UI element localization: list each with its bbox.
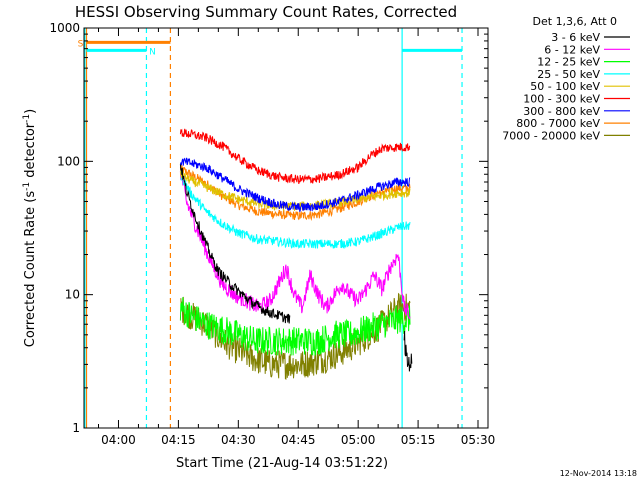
x-tick-label-04-15: 04:15 bbox=[161, 433, 196, 447]
series-line-300-800-kev bbox=[179, 157, 411, 212]
legend-label-800-7000-kev: 800 - 7000 keV bbox=[516, 117, 600, 130]
chart-title: HESSI Observing Summary Count Rates, Cor… bbox=[75, 3, 457, 21]
x-tick-label-05-30: 05:30 bbox=[461, 433, 496, 447]
y-axis-label-part2: detector bbox=[23, 122, 38, 182]
legend-label-7000-20000-kev: 7000 - 20000 keV bbox=[502, 129, 600, 142]
x-tick-label-04-00: 04:00 bbox=[101, 433, 136, 447]
y-axis-label: Corrected Count Rate (s-1 detector-1) bbox=[22, 109, 38, 347]
series-line-3-6-kev-decay bbox=[179, 164, 291, 324]
legend-label-50-100-kev: 50 - 100 keV bbox=[530, 80, 600, 93]
plot-area: SN bbox=[78, 28, 463, 428]
x-tick-label-05-00: 05:00 bbox=[341, 433, 376, 447]
footer-timestamp: 12-Nov-2014 13:18 bbox=[560, 469, 637, 478]
y-tick-label-10: 10 bbox=[65, 288, 80, 302]
series-line-25-50-kev bbox=[179, 170, 411, 250]
legend-label-3-6-kev: 3 - 6 keV bbox=[551, 31, 600, 44]
series-line-7000-20000-kev bbox=[180, 292, 411, 380]
y-axis-label-sup2: -1 bbox=[22, 114, 32, 123]
legend-title: Det 1,3,6, Att 0 bbox=[533, 15, 617, 28]
series-line-3-6-kev-tail bbox=[403, 330, 413, 372]
y-axis-label-part3: ) bbox=[23, 109, 38, 114]
x-tick-label-04-45: 04:45 bbox=[281, 433, 316, 447]
y-axis-label-sup1: -1 bbox=[22, 182, 32, 191]
y-tick-label-1: 1 bbox=[72, 421, 80, 435]
legend-label-25-50-kev: 25 - 50 keV bbox=[537, 68, 600, 81]
series-line-100-300-kev bbox=[179, 128, 411, 184]
legend-label-12-25-kev: 12 - 25 keV bbox=[537, 56, 600, 69]
x-axis-label: Start Time (21-Aug-14 03:51:22) bbox=[176, 456, 388, 471]
legend-label-300-800-kev: 300 - 800 keV bbox=[523, 105, 600, 118]
legend-label-100-300-kev: 100 - 300 keV bbox=[523, 93, 600, 106]
x-tick-label-04-30: 04:30 bbox=[221, 433, 256, 447]
plot-frame bbox=[83, 27, 489, 429]
flag-label-n: N bbox=[149, 47, 156, 57]
flag-label-s: S bbox=[78, 39, 84, 49]
legend-label-6-12-kev: 6 - 12 keV bbox=[544, 43, 600, 56]
x-tick-label-05-15: 05:15 bbox=[401, 433, 436, 447]
axes: 04:00 04:15 04:30 04:45 05:00 05:15 05:30 1 10 10… bbox=[49, 21, 495, 447]
series-line-12-25-kev bbox=[179, 297, 411, 356]
y-axis-label-part1: Corrected Count Rate (s bbox=[23, 191, 38, 348]
y-tick-label-1000: 1000 bbox=[49, 21, 80, 35]
y-tick-label-100: 100 bbox=[57, 154, 80, 168]
